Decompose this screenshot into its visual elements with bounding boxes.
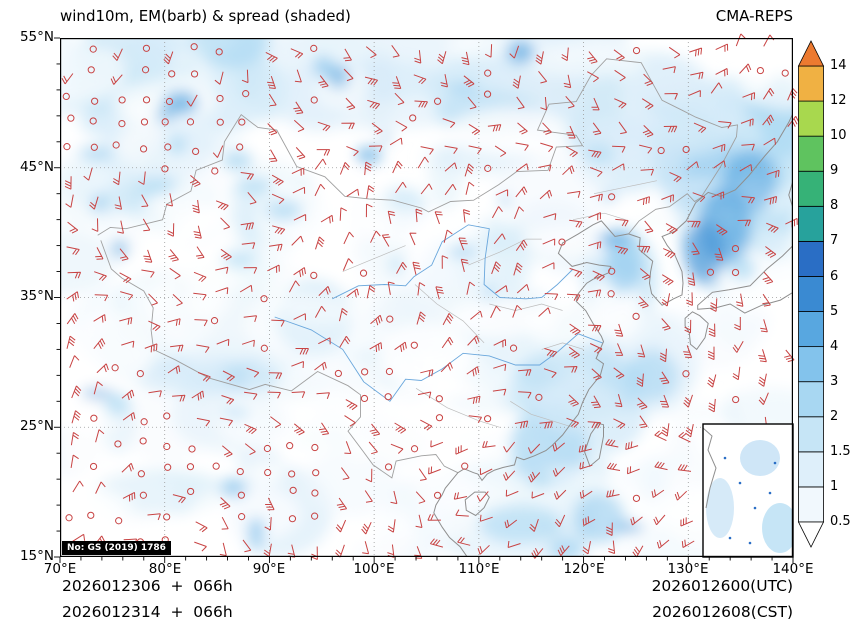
init-time-utc: 2026012306 + 066h bbox=[62, 577, 233, 595]
valid-time-cst: 2026012608(CST) bbox=[652, 603, 793, 621]
x-tick-label: 130°E bbox=[667, 561, 709, 577]
colorbar-tick-label: 10 bbox=[830, 128, 847, 143]
colorbar bbox=[797, 40, 825, 548]
colorbar-tick-label: 3 bbox=[830, 374, 839, 389]
chart-title: wind10m, EM(barb) & spread (shaded) bbox=[60, 7, 351, 25]
y-tick-label: 25°N bbox=[19, 418, 54, 434]
colorbar-tick-label: 12 bbox=[830, 93, 847, 108]
x-tick-label: 80°E bbox=[148, 561, 182, 577]
map-plot bbox=[54, 33, 800, 563]
colorbar-tick-label: 14 bbox=[830, 58, 847, 73]
x-tick-label: 100°E bbox=[353, 561, 395, 577]
x-tick-label: 70°E bbox=[43, 561, 77, 577]
y-tick-label: 35°N bbox=[19, 288, 54, 304]
colorbar-tick-label: 0.5 bbox=[830, 514, 851, 529]
colorbar-tick-label: 1.5 bbox=[830, 444, 851, 459]
x-tick-label: 140°E bbox=[772, 561, 814, 577]
y-tick-label: 15°N bbox=[19, 548, 54, 564]
y-tick-label: 45°N bbox=[19, 159, 54, 175]
valid-time-utc: 2026012600(UTC) bbox=[651, 577, 793, 595]
colorbar-tick-label: 8 bbox=[830, 198, 839, 213]
y-tick-label: 55°N bbox=[19, 29, 54, 45]
doc-number-badge: No: GS (2019) 1786 bbox=[62, 541, 171, 556]
x-tick-label: 110°E bbox=[458, 561, 500, 577]
colorbar-tick-label: 9 bbox=[830, 163, 839, 178]
x-tick-label: 90°E bbox=[252, 561, 286, 577]
colorbar-tick-label: 4 bbox=[830, 339, 839, 354]
colorbar-tick-label: 7 bbox=[830, 233, 839, 248]
model-label: CMA-REPS bbox=[715, 7, 793, 25]
colorbar-tick-label: 6 bbox=[830, 269, 839, 284]
colorbar-tick-label: 5 bbox=[830, 304, 839, 319]
colorbar-tick-label: 1 bbox=[830, 479, 839, 494]
colorbar-tick-label: 2 bbox=[830, 409, 839, 424]
x-tick-label: 120°E bbox=[563, 561, 605, 577]
init-time-cst: 2026012314 + 066h bbox=[62, 603, 233, 621]
